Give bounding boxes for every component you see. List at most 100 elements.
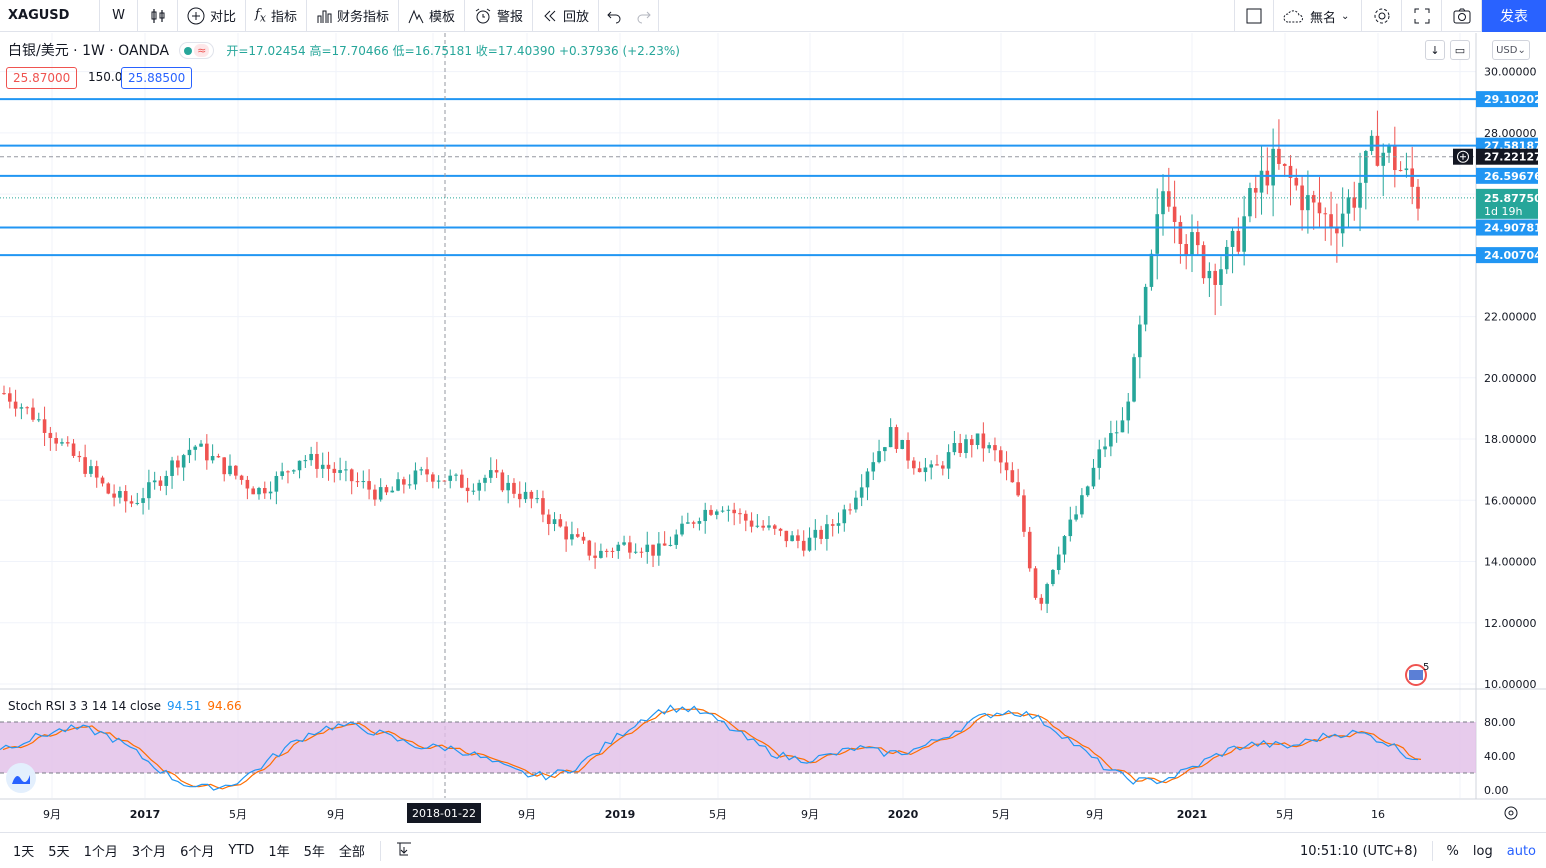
series-title[interactable]: 白银/美元 · 1W · OANDA <box>8 43 170 59</box>
candle-body <box>674 534 679 545</box>
candle-body <box>691 522 696 524</box>
tradingview-logo[interactable] <box>6 763 36 793</box>
delayed-data-icon: ≈ <box>194 43 210 57</box>
candle-body <box>842 509 847 524</box>
candle-body <box>1346 197 1351 214</box>
layout-select-button[interactable] <box>1234 0 1274 32</box>
candle-body <box>906 440 910 461</box>
candle-body <box>639 551 644 553</box>
candle-body <box>170 460 174 476</box>
templates-button[interactable]: 模板 <box>399 0 465 32</box>
candle-body <box>181 455 186 468</box>
candle-body <box>1172 206 1177 222</box>
candle-body <box>964 439 968 453</box>
gear-icon <box>1504 806 1518 820</box>
candle-body <box>772 525 777 529</box>
buy-price-button[interactable]: 25.88500 <box>121 67 193 89</box>
clock[interactable]: 10:51:10 (UTC+8) <box>1299 843 1418 859</box>
candle-body <box>477 482 481 491</box>
candle-body <box>1051 569 1055 585</box>
redo-button[interactable] <box>629 0 660 32</box>
candle-body <box>506 482 510 491</box>
candle-body <box>546 514 551 525</box>
candle-body <box>1329 214 1333 229</box>
alerts-button[interactable]: 警报 <box>465 0 533 32</box>
candle-body <box>912 460 916 469</box>
event-count: 5 <box>1423 662 1429 673</box>
candle-body <box>923 467 928 473</box>
range-all[interactable]: 全部 <box>338 845 365 860</box>
candle-body <box>77 455 82 458</box>
chart-type-button[interactable] <box>138 0 178 32</box>
range-ytd[interactable]: YTD <box>228 843 255 858</box>
crosshair-date-label: 2018-01-22 <box>412 807 476 820</box>
log-scale-button[interactable]: log <box>1472 843 1493 859</box>
financials-label: 财务指标 <box>336 10 389 25</box>
candle-body <box>199 443 203 447</box>
candle-body <box>778 528 783 531</box>
compare-button[interactable]: 对比 <box>178 0 247 32</box>
financials-button[interactable]: 财务指标 <box>307 0 399 32</box>
range-5d[interactable]: 5天 <box>48 845 70 860</box>
candle-body <box>413 470 418 485</box>
maximize-pane-button[interactable]: ▭ <box>1450 40 1470 60</box>
divider <box>379 840 381 861</box>
candle-body <box>894 427 899 449</box>
us-flag-icon <box>1409 670 1423 680</box>
last-price-tag <box>1476 188 1538 219</box>
stoch-title[interactable]: Stoch RSI 3 3 14 14 close <box>8 699 161 713</box>
candle-body <box>54 438 58 444</box>
candle-body <box>767 525 771 528</box>
range-1m[interactable]: 1个月 <box>83 845 118 860</box>
candle-body <box>662 543 667 546</box>
publish-button[interactable]: 发表 <box>1482 0 1546 32</box>
candle-body <box>720 510 725 512</box>
alerts-label: 警报 <box>496 10 523 25</box>
candle-body <box>865 471 870 488</box>
scroll-down-button[interactable]: ↓ <box>1425 40 1445 60</box>
candle-body <box>998 450 1003 463</box>
auto-scale-button[interactable]: auto <box>1506 843 1536 859</box>
candle-body <box>112 493 116 498</box>
candle-body <box>1375 135 1380 166</box>
ohlc-values: 开=17.02454 高=17.70466 低=16.75181 收=17.40… <box>226 42 680 59</box>
settings-button[interactable] <box>1362 0 1402 32</box>
undo-button[interactable] <box>599 0 629 32</box>
candle-body <box>1335 228 1339 234</box>
candle-body <box>784 530 789 542</box>
candle-body <box>320 464 325 469</box>
goto-date-button[interactable] <box>389 840 419 862</box>
candle-body <box>1195 232 1200 246</box>
fx-icon: fx <box>255 6 266 25</box>
time-axis-label: 5月 <box>992 808 1010 821</box>
percent-scale-button[interactable]: % <box>1446 843 1459 859</box>
candle-body <box>500 472 505 491</box>
countdown-label: 1d 19h <box>1484 205 1522 218</box>
replay-button[interactable]: 回放 <box>533 0 600 32</box>
currency-select[interactable]: USD ⌄ <box>1492 40 1530 60</box>
layout-name-button[interactable]: 無名 ⌄ <box>1274 0 1362 32</box>
range-6m[interactable]: 6个月 <box>180 845 215 860</box>
range-1y[interactable]: 1年 <box>268 845 290 860</box>
fullscreen-button[interactable] <box>1402 0 1442 32</box>
crosshair-price-label: 27.22127 <box>1484 151 1542 164</box>
sell-price-button[interactable]: 25.87000 <box>6 67 78 89</box>
snapshot-button[interactable] <box>1442 0 1482 32</box>
candle-body <box>1219 269 1223 285</box>
stoch-k-line <box>0 704 1419 791</box>
candle-body <box>1207 270 1212 279</box>
range-3m[interactable]: 3个月 <box>131 845 167 860</box>
candle-body <box>94 466 99 478</box>
indicators-button[interactable]: fx 指标 <box>246 0 307 32</box>
market-status[interactable]: ≈ <box>179 41 215 59</box>
symbol-search[interactable]: XAGUSD <box>0 0 100 32</box>
candle-body <box>761 525 765 528</box>
range-5y[interactable]: 5年 <box>303 845 325 860</box>
interval-selector[interactable]: W <box>100 0 138 32</box>
range-1d[interactable]: 1天 <box>13 845 35 860</box>
plus-icon <box>1460 153 1466 160</box>
price-chart[interactable]: 30.00000 28.00000 22.00000 20.00000 18.00000… <box>0 33 1546 831</box>
candle-body <box>1097 449 1102 468</box>
candle-body <box>83 457 87 474</box>
candle-body <box>1056 554 1061 570</box>
